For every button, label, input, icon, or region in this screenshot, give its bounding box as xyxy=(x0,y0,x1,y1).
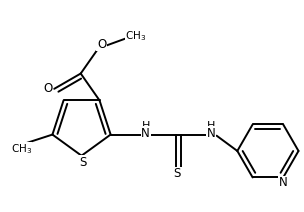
Text: O: O xyxy=(97,38,106,51)
Text: N: N xyxy=(279,176,288,189)
Text: O: O xyxy=(43,82,52,95)
Text: H: H xyxy=(141,121,150,131)
Text: H: H xyxy=(207,121,215,131)
Text: CH$_3$: CH$_3$ xyxy=(125,29,146,43)
Text: CH$_3$: CH$_3$ xyxy=(11,143,32,156)
Text: N: N xyxy=(207,127,216,140)
Text: S: S xyxy=(174,167,181,180)
Text: S: S xyxy=(79,156,86,169)
Text: N: N xyxy=(141,127,150,140)
